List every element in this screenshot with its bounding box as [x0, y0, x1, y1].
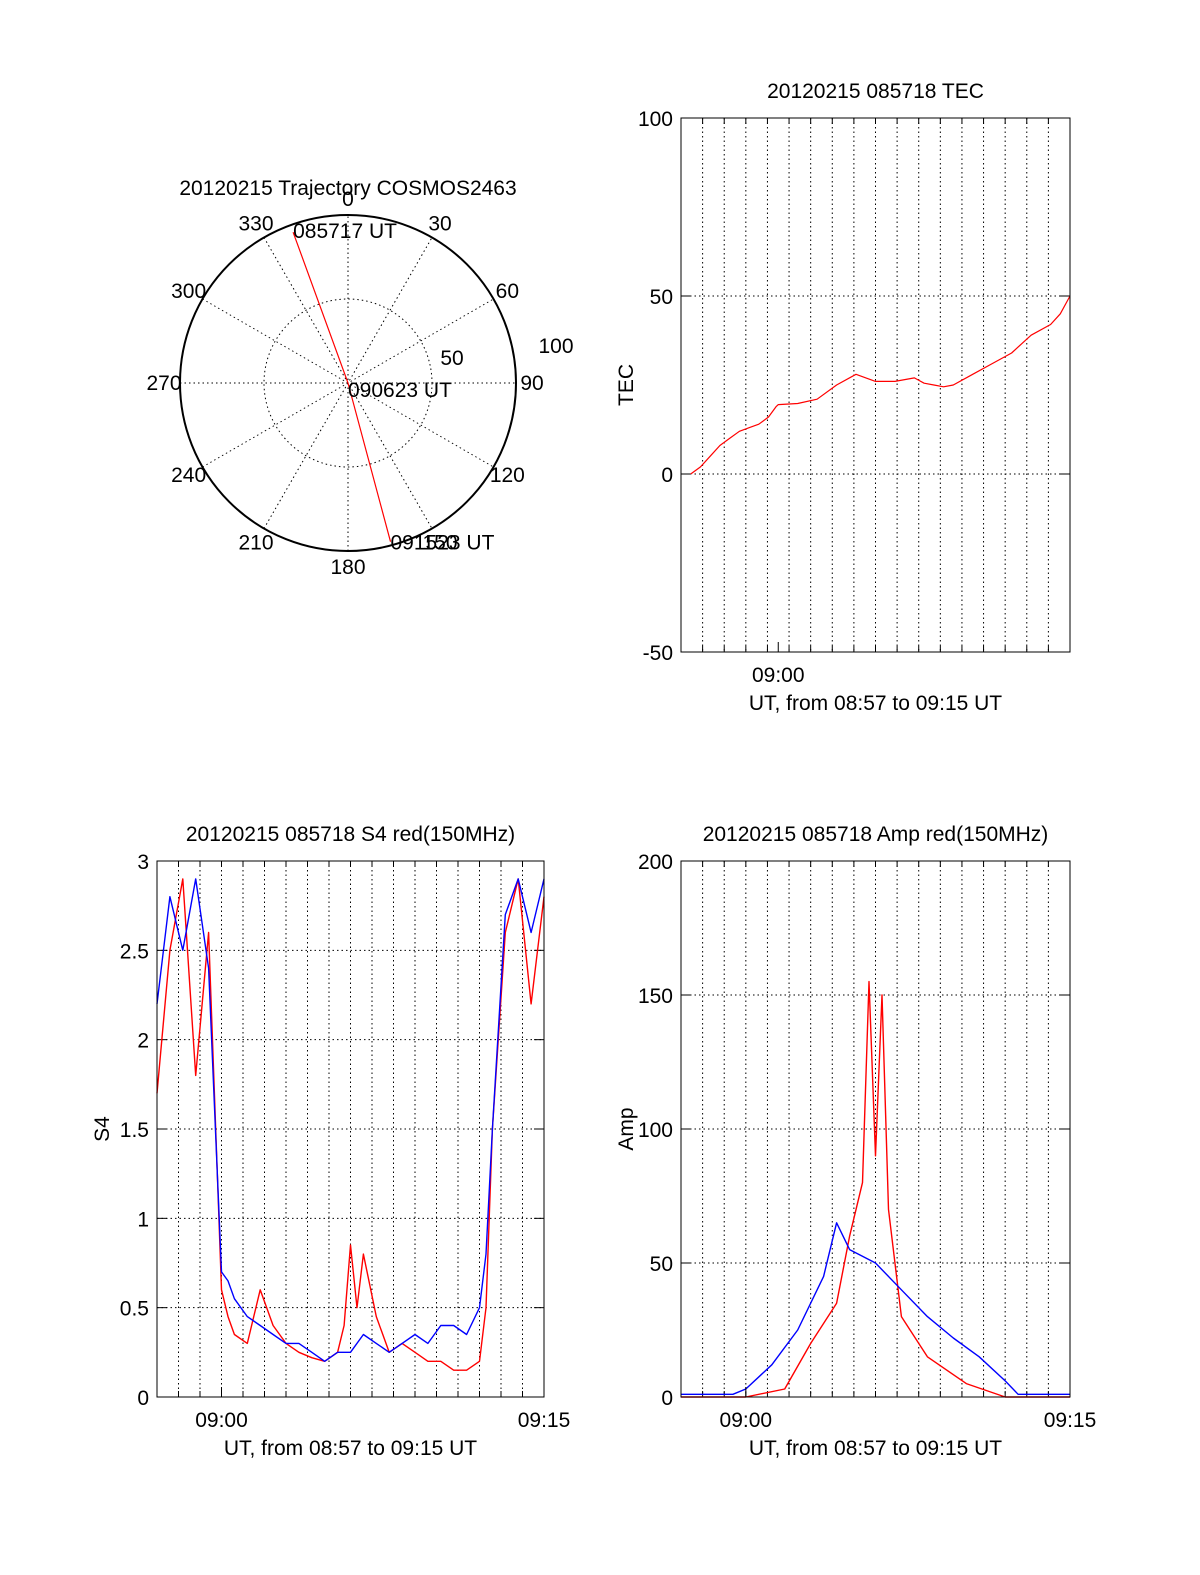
y-tick-label: 150 — [638, 985, 673, 1008]
polar-angle-label: 240 — [171, 464, 206, 487]
x-tick-label: 09:00 — [195, 1409, 248, 1432]
y-axis-label: Amp — [615, 1107, 638, 1150]
series-line-1 — [681, 1222, 1070, 1396]
trajectory-point-label: 090623 UT — [348, 379, 452, 402]
trajectory-point-label: 091523 UT — [391, 532, 495, 555]
polar-radius-label: 100 — [538, 335, 573, 358]
y-tick-label: 200 — [638, 851, 673, 874]
polar-angle-label: 60 — [496, 280, 519, 303]
plot-frame — [156, 860, 545, 1398]
series-line-0 — [156, 878, 545, 1371]
y-tick-label: -50 — [643, 642, 673, 665]
plot-frame — [680, 117, 1071, 653]
chart-title: 20120215 085718 S4 red(150MHz) — [186, 823, 515, 846]
s4-panel: 0 0.5 1 1.5 2 2.5 3 09:00 09:15 20120215 085718 S… — [91, 823, 570, 1460]
y-tick-label: 2 — [137, 1030, 149, 1053]
y-tick-label: 1 — [137, 1208, 149, 1231]
polar-title: 20120215 Trajectory COSMOS2463 — [179, 177, 516, 200]
x-axis-label: UT, from 08:57 to 09:15 UT — [749, 692, 1002, 715]
trajectory-line — [292, 231, 392, 542]
y-tick-label: 0 — [661, 1387, 673, 1410]
x-tick-label: 09:15 — [1044, 1409, 1097, 1432]
y-tick-label: 0.5 — [120, 1298, 149, 1321]
chart-title: 20120215 085718 Amp red(150MHz) — [703, 823, 1049, 846]
x-axis-label: UT, from 08:57 to 09:15 UT — [749, 1437, 1002, 1460]
x-tick-label: 09:15 — [518, 1409, 571, 1432]
x-axis-label: UT, from 08:57 to 09:15 UT — [224, 1437, 477, 1460]
polar-angle-label: 150 — [422, 531, 457, 554]
polar-angle-label: 270 — [146, 372, 181, 395]
amp-panel: 0 50 100 150 200 09:00 09:15 20120215 085718 Am… — [615, 823, 1096, 1460]
polar-angle-label: 300 — [171, 280, 206, 303]
y-tick-label: 0 — [661, 464, 673, 487]
polar-angle-label: 0 — [342, 188, 354, 211]
x-tick-label: 09:00 — [720, 1409, 773, 1432]
trajectory-point-label: 085717 UT — [293, 220, 397, 243]
chart-title: 20120215 085718 TEC — [767, 80, 984, 103]
polar-angle-label: 120 — [490, 464, 525, 487]
polar-radius-label: 50 — [440, 347, 463, 370]
polar-angle-label: 210 — [238, 531, 273, 554]
tec-panel: -50 0 50 100 09:00 20120215 085718 TEC UT, fro… — [615, 80, 1071, 715]
polar-angle-label: 30 — [428, 213, 451, 236]
y-tick-label: 3 — [137, 851, 149, 874]
y-tick-label: 0 — [137, 1387, 149, 1410]
x-tick-label: 09:00 — [752, 664, 805, 687]
polar-angle-label: 90 — [520, 372, 543, 395]
y-tick-label: 50 — [650, 286, 673, 309]
polar-angle-label: 330 — [238, 213, 273, 236]
series-line-0 — [690, 295, 1071, 475]
y-tick-label: 2.5 — [120, 940, 149, 963]
series-line-0 — [681, 980, 1070, 1398]
y-tick-label: 100 — [638, 1119, 673, 1142]
plot-frame — [680, 860, 1071, 1398]
y-tick-label: 100 — [638, 108, 673, 131]
y-axis-label: S4 — [91, 1116, 114, 1142]
y-tick-label: 1.5 — [120, 1119, 149, 1142]
y-tick-label: 50 — [650, 1253, 673, 1276]
y-axis-label: TEC — [615, 364, 638, 406]
polar-angle-label: 180 — [330, 556, 365, 579]
series-line-1 — [156, 878, 545, 1363]
